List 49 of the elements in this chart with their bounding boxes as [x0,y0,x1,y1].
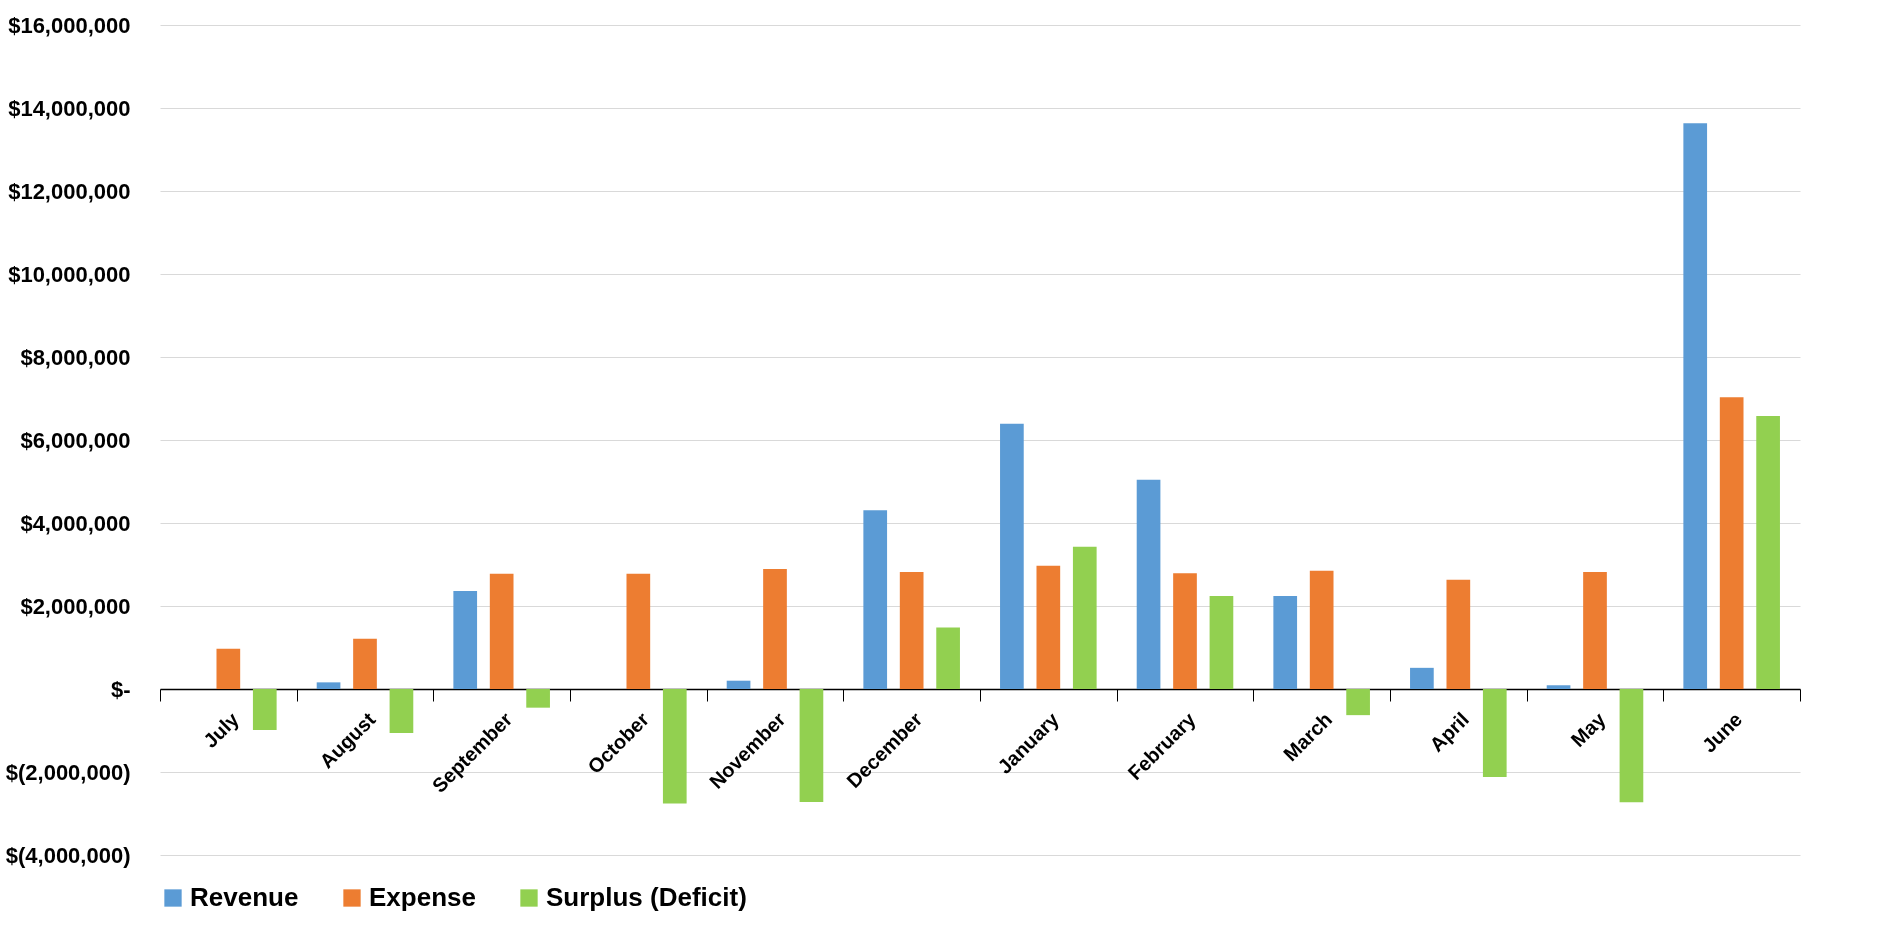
legend-label: Revenue [190,882,299,912]
x-tick-label: May [1566,707,1611,752]
bar [936,627,960,689]
y-tick-label: $6,000,000 [20,427,131,453]
bar [1309,570,1334,689]
y-tick-label: $8,000,000 [20,344,131,370]
bar [453,591,478,689]
bar [1583,571,1607,689]
bar [1136,479,1161,689]
bar [1209,596,1234,689]
bar [489,573,514,689]
y-tick-label: $10,000,000 [8,261,131,287]
bar [626,573,651,689]
bar [526,689,550,708]
bar [726,680,751,689]
bar [1546,685,1571,689]
bar [1000,423,1024,689]
y-tick-label: $(4,000,000) [5,842,131,868]
bar [662,689,687,804]
bar [316,682,341,689]
bar [252,689,277,731]
y-tick-label: $(2,000,000) [5,759,131,785]
bar [1173,573,1197,689]
bar [863,510,888,689]
bar [799,689,824,802]
bar [763,569,787,689]
legend-label: Surplus (Deficit) [546,882,747,912]
y-tick-label: $- [110,676,131,702]
bar [1719,397,1744,689]
bar [1072,546,1097,689]
bar [1273,596,1298,689]
bar [389,689,414,733]
bar [1619,689,1644,803]
bar [1410,667,1434,689]
bar [1482,689,1507,777]
legend-label: Expense [369,882,476,912]
bar [1756,415,1780,689]
y-tick-label: $14,000,000 [8,95,131,121]
y-tick-label: $2,000,000 [20,593,131,619]
bar [1446,579,1471,689]
bar [1036,565,1061,689]
bar [1683,123,1708,689]
bar [899,571,924,689]
bar [353,638,377,689]
bar [216,648,241,689]
bar [1346,689,1370,716]
y-tick-label: $12,000,000 [8,178,131,204]
y-tick-label: $4,000,000 [20,510,131,536]
y-tick-label: $16,000,000 [8,12,131,38]
